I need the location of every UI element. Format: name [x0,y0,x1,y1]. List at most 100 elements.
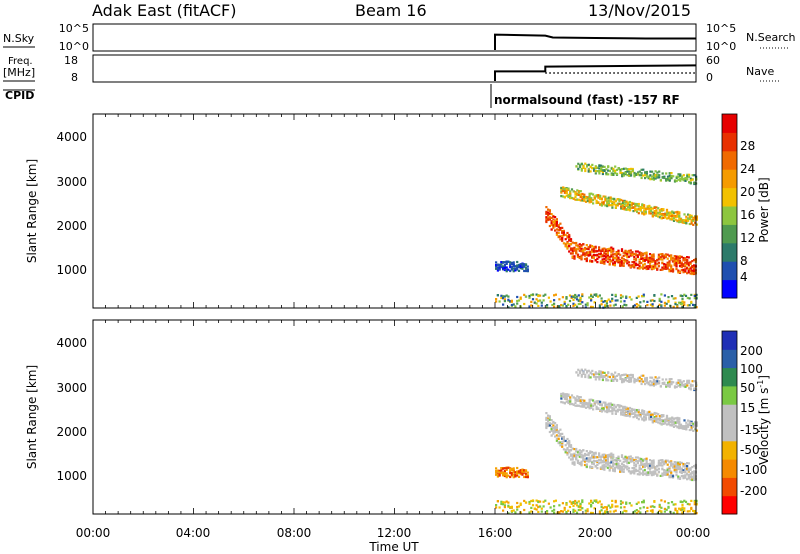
velocity-cell [507,466,510,469]
velocity-cell [669,510,672,513]
velocity-cell [617,457,620,460]
velocity-cell [596,372,599,375]
power-cell [691,174,694,177]
power-cell [629,172,633,175]
power-cell [614,169,617,172]
power-cell [682,263,685,266]
velocity-cell [509,467,512,470]
nave-tick-top: 60 [706,54,720,67]
power-cell [689,262,692,265]
power-cell [535,302,538,305]
velocity-cell [583,402,586,405]
power-cell [684,264,687,267]
velocity-cell [682,469,685,472]
velocity-cell [693,465,696,468]
velocity-cell [619,502,623,506]
power-cell [649,264,652,267]
power-cell [618,202,621,205]
power-cell [601,169,604,172]
velocity-cell [496,500,499,503]
velocity-cell [601,371,604,374]
date-title: 13/Nov/2015 [588,1,691,20]
velocity-cell [686,379,689,382]
power-cell [612,247,615,250]
power-cell [660,208,663,211]
velocity-cell [608,455,611,458]
velocity-axis-ticks [92,320,697,514]
power-cell [565,305,568,308]
velocity-cell [601,461,604,464]
power-cell [555,218,558,221]
velocity-cell [613,469,616,473]
power-cell [682,256,685,260]
velocity-cell [677,507,681,510]
power-cell [635,296,638,299]
power-cell [576,255,580,258]
velocity-cell [626,462,629,465]
power-cell [689,267,692,270]
power-cell [569,192,572,195]
power-cell [646,304,649,307]
power-cell [572,190,575,193]
velocity-cell [626,460,629,463]
power-cell [581,195,584,198]
power-cell [612,167,615,170]
velocity-cell [651,381,654,384]
power-cell [680,176,684,179]
velocity-cell [607,372,610,375]
velocity-cell [636,456,639,459]
velocity-cell [548,418,551,421]
power-cell [656,262,659,265]
velocity-cell [566,452,569,455]
power-cell [693,268,696,271]
power-cell [620,249,624,252]
power-cell [672,214,676,217]
velocity-cell [670,470,673,473]
velocity-cell [594,460,597,463]
power-cell [528,305,531,308]
velocity-cell [603,461,606,464]
power-cell [500,294,503,297]
velocity-cell [620,470,624,473]
power-cell [617,252,620,256]
velocity-cell [572,510,575,513]
velocity-ytick-2000: 2000 [56,425,87,439]
power-cell [657,215,660,218]
colorbar-segment [722,261,737,281]
power-cell [604,304,607,307]
power-cell [643,259,646,262]
power-cell [653,206,656,209]
power-cell [517,265,521,268]
velocity-cell [575,511,579,514]
power-cell [650,265,653,268]
power-cell [607,204,610,207]
velocity-cell [625,502,628,505]
power-cell [517,299,521,302]
power-cell [586,165,589,168]
power-cell [612,253,615,256]
power-cell [684,177,687,180]
velocity-cell [665,385,668,388]
velocity-cell [607,408,610,411]
power-cell [561,238,564,241]
velocity-cell [692,509,695,512]
velocity-cell [685,425,688,428]
power-cell [669,217,672,220]
velocity-cell [587,454,590,457]
power-cell [516,268,519,271]
power-cell [668,268,671,271]
power-cell [545,220,548,224]
power-cell [557,235,560,238]
power-cell [585,247,588,250]
power-cell [615,172,619,175]
power-cell [598,164,601,167]
power-cell [601,165,604,168]
velocity-cell [524,469,528,472]
power-cell [496,267,499,270]
power-cell [576,245,580,248]
power-cell [693,182,696,186]
power-cell [695,297,698,300]
velocity-cell [615,460,618,463]
velocity-cell [606,458,609,461]
power-cell [624,260,627,263]
